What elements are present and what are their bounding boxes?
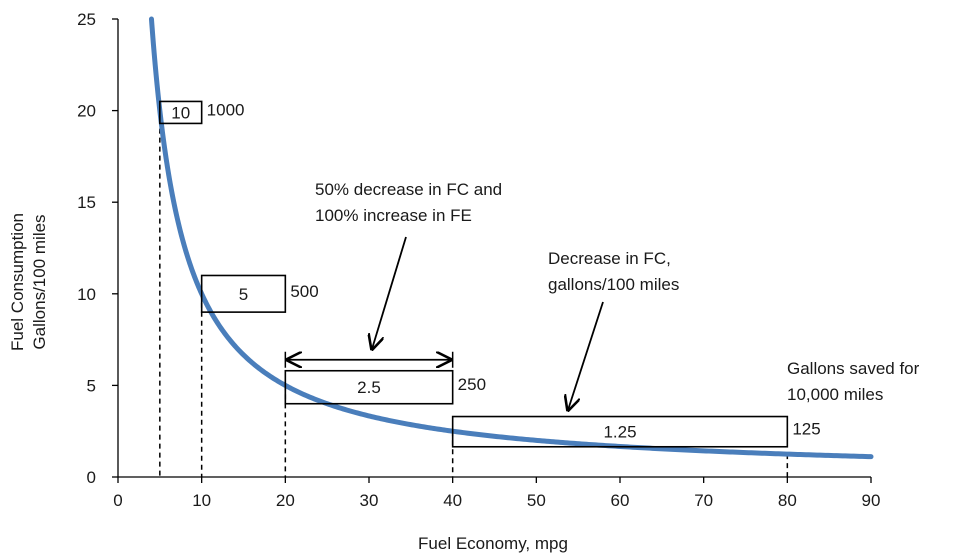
saved-note-line-0: Gallons saved for (787, 359, 920, 378)
x-axis-title: Fuel Economy, mpg (418, 534, 568, 553)
y-tick-label-10: 10 (77, 285, 96, 304)
value-box-label-0: 10 (171, 103, 190, 122)
y-tick-label-5: 5 (87, 376, 96, 395)
value-box-label-1: 5 (239, 285, 248, 304)
fc-note-line-0: Decrease in FC, (548, 249, 671, 268)
x-tick-label-60: 60 (611, 491, 630, 510)
fc-note-pointer-arrow (568, 301, 604, 410)
x-tick-label-40: 40 (443, 491, 462, 510)
value-box-side-label-1: 500 (290, 282, 318, 301)
value-box-3 (451, 415, 789, 448)
x-tick-label-10: 10 (192, 491, 211, 510)
y-axis-title-line1: Fuel Consumption (8, 213, 27, 351)
fe-note-line-1: 100% increase in FE (315, 206, 472, 225)
y-tick-label-15: 15 (77, 193, 96, 212)
value-box-1 (200, 274, 287, 313)
y-tick-label-25: 25 (77, 10, 96, 29)
fc-note-line-1: gallons/100 miles (548, 275, 679, 294)
value-box-side-label-2: 250 (458, 375, 486, 394)
value-box-label-3: 1.25 (603, 423, 636, 442)
x-tick-label-30: 30 (360, 491, 379, 510)
fe-note-line-0: 50% decrease in FC and (315, 180, 502, 199)
fe-note-pointer-arrow (372, 236, 407, 349)
fuel-consumption-curve (148, 16, 874, 460)
value-box-0 (159, 100, 203, 125)
chart-axes: 0 10 20 30 40 50 60 70 80 90 0 5 10 15 20 25 (77, 10, 880, 510)
y-axis-title-line2: Gallons/100 miles (30, 214, 49, 349)
x-tick-label-50: 50 (527, 491, 546, 510)
value-box-side-label-3: 125 (792, 420, 820, 439)
value-box-2 (284, 369, 454, 405)
chart-annotations: 50% decrease in FC and 100% increase in F… (284, 180, 920, 410)
x-tick-label-80: 80 (778, 491, 797, 510)
saved-note-line-1: 10,000 miles (787, 385, 883, 404)
x-tick-label-90: 90 (862, 491, 881, 510)
value-box-side-label-0: 1000 (207, 100, 245, 119)
x-tick-label-20: 20 (276, 491, 295, 510)
y-tick-label-0: 0 (87, 468, 96, 487)
chart-marks: 10 1000 5 500 2.5 250 1.25 125 (148, 16, 874, 477)
x-tick-label-0: 0 (113, 491, 122, 510)
y-tick-label-20: 20 (77, 102, 96, 121)
value-box-label-2: 2.5 (357, 378, 381, 397)
x-tick-label-70: 70 (694, 491, 713, 510)
